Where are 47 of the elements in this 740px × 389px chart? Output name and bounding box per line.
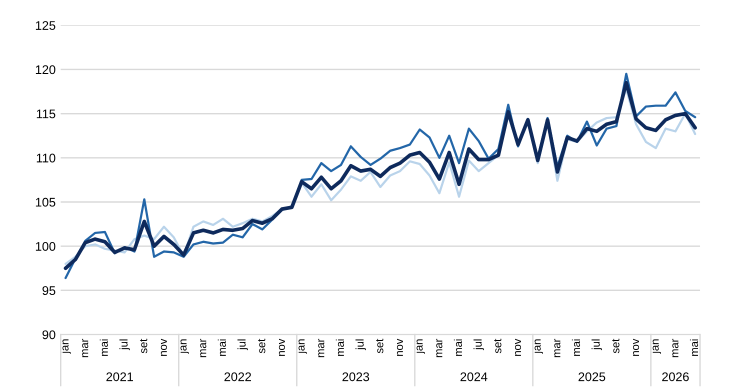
x-tick-label: set xyxy=(494,338,502,354)
x-tick-label: mai xyxy=(572,339,580,356)
y-tick-label: 110 xyxy=(36,154,56,162)
y-tick-label: 120 xyxy=(36,65,56,74)
text: 2021 xyxy=(106,372,133,382)
y-tick-label: 90 xyxy=(42,330,56,340)
y-tick-label: 115 xyxy=(36,110,56,118)
x-tick-label: set xyxy=(258,338,266,354)
x-tick-label: set xyxy=(376,338,384,354)
x-tick-label: mar xyxy=(318,338,324,358)
x-tick-label: jan xyxy=(532,339,543,354)
x-tick-label: mai xyxy=(218,339,226,356)
x-tick-label: jul xyxy=(474,339,484,350)
y-tick-label: 105 xyxy=(36,198,56,207)
x-tick-label: mar xyxy=(672,338,678,358)
x-tick-label: mai xyxy=(690,339,698,356)
x-tick-label: jul xyxy=(592,339,602,350)
text: 2022 xyxy=(224,372,252,382)
x-tick-label: mai xyxy=(336,339,344,356)
y-tick-label: 100 xyxy=(36,242,56,251)
x-tick-label: jul xyxy=(119,339,130,350)
x-tick-label: mai xyxy=(100,339,108,356)
x-tick-label: jan xyxy=(650,339,661,354)
x-tick-label: mar xyxy=(436,338,442,358)
x-tick-label: jan xyxy=(296,339,307,354)
x-tick-label: mar xyxy=(554,338,560,358)
y-tick-label: 125 xyxy=(36,21,56,30)
text: 2026 xyxy=(662,372,689,382)
x-tick-label: jan xyxy=(414,339,425,354)
x-tick-label: mar xyxy=(82,338,88,358)
x-tick-label: mai xyxy=(454,339,462,356)
x-tick-label: nov xyxy=(396,338,404,356)
x-tick-label: jan xyxy=(178,339,189,354)
text: 2025 xyxy=(578,372,606,382)
x-tick-label: jul xyxy=(356,339,366,350)
x-tick-label: nov xyxy=(278,338,285,356)
x-tick-label: nov xyxy=(633,338,640,356)
text: 2024 xyxy=(460,372,488,382)
x-tick-label: jul xyxy=(237,339,248,350)
x-tick-label: set xyxy=(140,338,148,354)
x-tick-label: nov xyxy=(514,338,522,356)
x-tick-label: jan xyxy=(60,339,71,354)
x-tick-label: nov xyxy=(160,338,167,356)
text: 2023 xyxy=(342,372,370,382)
x-tick-label: set xyxy=(612,338,620,354)
y-tick-label: 95 xyxy=(42,286,56,296)
x-tick-label: mar xyxy=(200,338,206,358)
